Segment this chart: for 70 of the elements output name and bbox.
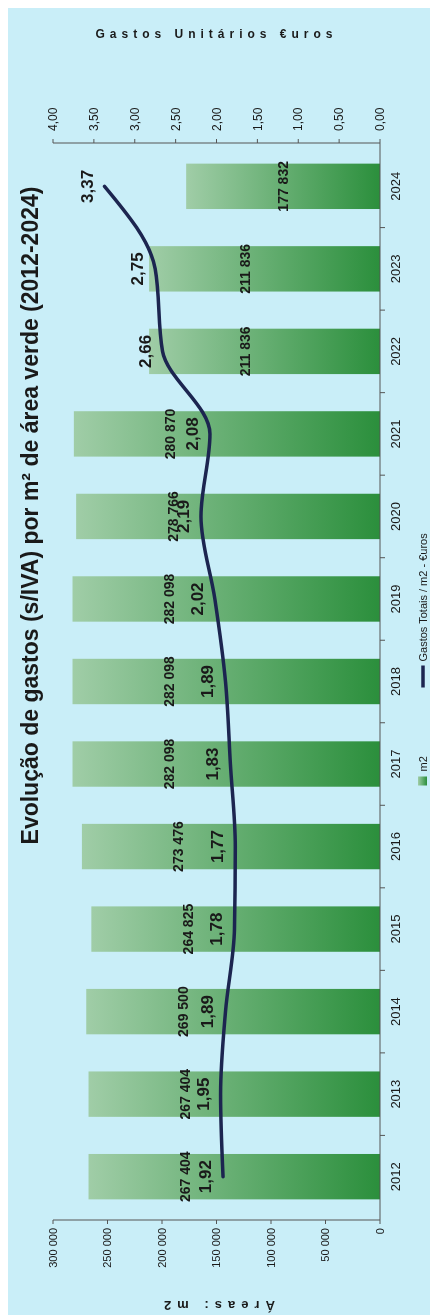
x-axis-title: Áreas: m2 [158, 1298, 275, 1313]
data-label: 2,02 [187, 582, 207, 616]
bar [72, 576, 380, 622]
x2-tick-label: 2,00 [209, 107, 224, 131]
data-label: 211 836 [237, 243, 254, 294]
x2-tick-label: 0,50 [332, 107, 347, 131]
text: Evolução de gastos (s/IVA) por m² de área verde (2012-2024) [17, 186, 43, 845]
bar [81, 823, 380, 870]
data-label: 269 500 [174, 986, 191, 1037]
data-label: 2,08 [182, 417, 202, 451]
text: Gastos Totais / m2 - €uros [416, 532, 429, 662]
bar [91, 906, 380, 952]
data-label: 1,77 [208, 830, 228, 864]
y-tick-label: 2021 [388, 419, 403, 449]
x-tick-label: 200 000 [155, 1228, 168, 1268]
bar [72, 741, 380, 787]
x-tick-label: 50 000 [319, 1228, 332, 1262]
data-label: 282 098 [160, 573, 177, 625]
y-tick-label: 2017 [388, 749, 403, 779]
x2-tick-label: 3,00 [127, 107, 142, 131]
data-label: 273 476 [170, 821, 187, 872]
y-tick-label: 2015 [388, 914, 403, 944]
y-tick-label: 2014 [388, 997, 403, 1027]
x-tick-label: 250 000 [101, 1228, 114, 1268]
bar [88, 1071, 380, 1117]
y-tick-label: 2022 [388, 336, 403, 366]
y-tick-label: 2013 [388, 1079, 403, 1109]
x2-axis-title: Gastos Unitários €uros [95, 27, 338, 41]
y-tick-label: 2016 [388, 832, 403, 862]
data-label: 1,78 [207, 912, 227, 946]
data-label: 267 404 [176, 1068, 193, 1120]
x2-tick-label: 0,00 [373, 107, 388, 131]
bar [88, 1153, 380, 1200]
data-label: 282 098 [160, 738, 177, 790]
data-label: 280 870 [162, 408, 179, 460]
text: m2 [416, 756, 429, 772]
y-tick-label: 2019 [388, 584, 403, 614]
bar [72, 658, 380, 705]
x-tick-label: 0 [373, 1228, 386, 1235]
data-label: 1,92 [196, 1160, 216, 1194]
data-label: 282 098 [160, 655, 177, 707]
bar [149, 246, 380, 292]
x2-tick-label: 1,50 [250, 107, 265, 131]
x-tick-label: 300 000 [46, 1228, 59, 1268]
data-label: 1,89 [198, 995, 218, 1029]
data-label: 177 832 [274, 160, 291, 212]
data-label: 267 404 [176, 1151, 193, 1202]
bar [86, 988, 380, 1035]
y-tick-label: 2024 [388, 171, 403, 201]
x2-tick-label: 3,50 [87, 107, 102, 131]
y-tick-label: 2018 [388, 667, 403, 696]
y-tick-label: 2020 [388, 501, 403, 531]
data-label: 2,66 [135, 334, 155, 368]
data-label: 1,89 [198, 664, 218, 699]
x-tick-label: 100 000 [264, 1228, 277, 1268]
data-label: 211 836 [237, 326, 254, 377]
bar [76, 493, 380, 540]
y-tick-label: 2012 [388, 1162, 403, 1192]
data-label: 264 825 [179, 903, 196, 955]
data-label: 3,37 [77, 169, 97, 203]
x2-tick-label: 2,50 [168, 107, 183, 131]
x2-tick-label: 4,00 [46, 107, 61, 131]
data-label: 1,83 [203, 747, 223, 781]
bar [73, 411, 380, 457]
y-tick-label: 2023 [388, 254, 403, 284]
x-tick-label: 150 000 [210, 1228, 223, 1268]
bar [186, 163, 380, 210]
x2-tick-label: 1,00 [291, 107, 306, 131]
data-label: 2,75 [128, 252, 148, 286]
data-label: 1,95 [193, 1077, 213, 1111]
